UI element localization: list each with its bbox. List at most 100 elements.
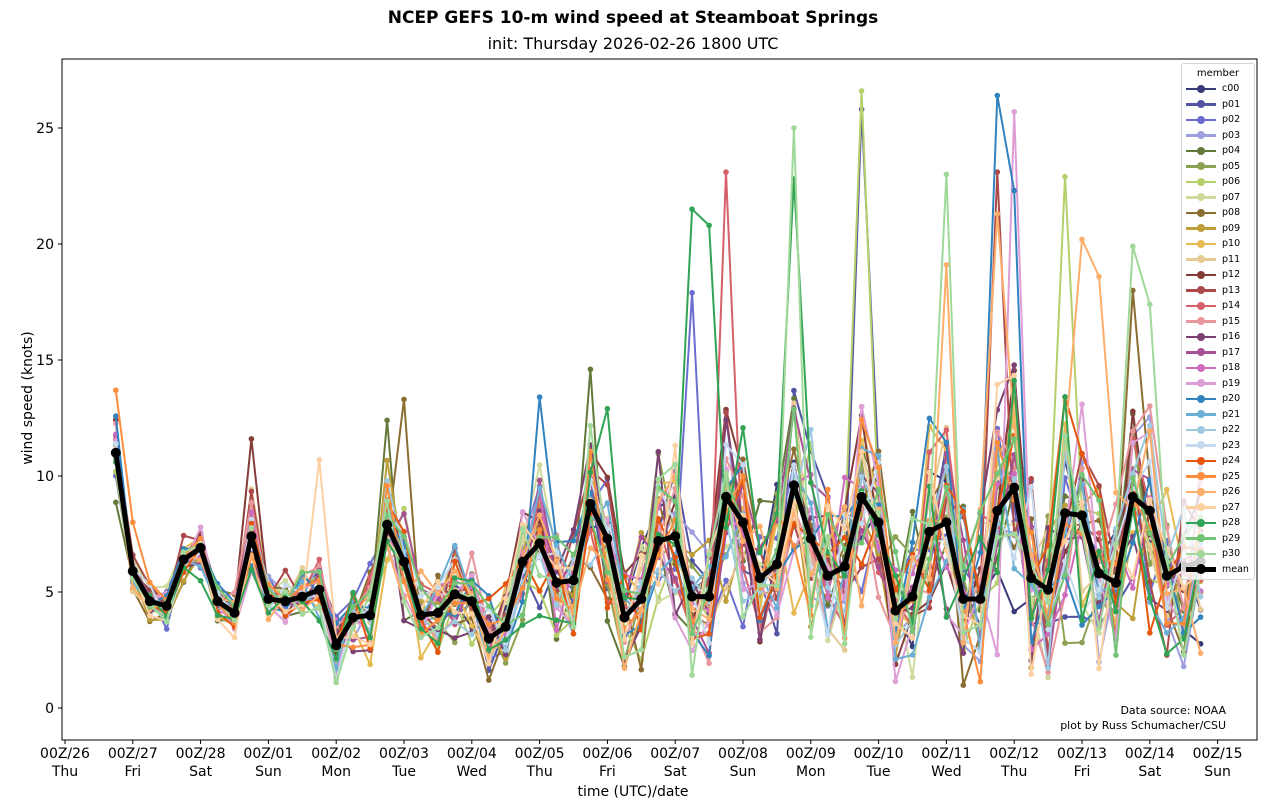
member-point (248, 499, 255, 506)
member-point (841, 526, 848, 532)
member-point (672, 498, 678, 505)
legend-item-p21: p21 (1182, 407, 1254, 423)
legend-label: p10 (1222, 238, 1241, 250)
legend-swatch (1186, 191, 1216, 203)
member-point (723, 577, 729, 584)
member-point (265, 610, 272, 616)
member-point (418, 584, 424, 591)
member-point (994, 429, 1001, 435)
member-point (841, 573, 848, 579)
member-point (130, 519, 136, 526)
legend-swatch (1186, 145, 1216, 157)
legend-label: p21 (1222, 408, 1241, 420)
member-point (401, 598, 407, 605)
member-point (994, 534, 1001, 540)
member-point (401, 533, 407, 540)
member-point (282, 612, 289, 619)
member-point (1130, 615, 1136, 622)
member-point (858, 603, 865, 609)
mean-point (975, 594, 986, 604)
member-point (299, 578, 306, 585)
member-point (943, 614, 950, 620)
member-point (333, 679, 340, 686)
member-point (960, 682, 967, 688)
x-tick-label: 00Z/04 (447, 746, 497, 762)
member-point (316, 618, 323, 624)
member-point (943, 171, 950, 178)
member-point (350, 603, 356, 610)
member-point (299, 569, 306, 576)
legend-title: member (1196, 68, 1240, 79)
member-point (197, 535, 204, 542)
member-point (452, 558, 458, 564)
member-point (333, 656, 340, 662)
member-point (791, 400, 797, 406)
mean-point (246, 531, 257, 542)
member-point (502, 660, 509, 666)
member-point (452, 618, 458, 625)
member-point (638, 607, 645, 614)
member-point (892, 656, 899, 662)
member-point (638, 534, 645, 541)
member-point (197, 524, 204, 530)
y-axis-ticks: 0 5 10 15 20 25 (36, 121, 62, 717)
member-point (469, 550, 475, 556)
legend-label: p18 (1222, 362, 1241, 374)
annotation-source: Data source: NOAA (1120, 704, 1226, 717)
member-point (740, 462, 746, 468)
member-point (113, 387, 119, 394)
legend: member c00 p01 p02 p03 p04 p05 p06 p07 p08 p09 p10… (1181, 63, 1255, 580)
member-point (1180, 652, 1187, 658)
member-point (892, 678, 899, 685)
mean-point (297, 591, 308, 602)
y-tick-label: 15 (36, 353, 54, 369)
legend-item-p26: p26 (1182, 484, 1254, 500)
member-point (248, 525, 255, 531)
member-point (825, 503, 831, 509)
member-point (418, 593, 424, 600)
member-point (282, 608, 289, 615)
member-point (502, 647, 509, 653)
mean-point (365, 610, 376, 621)
member-point (858, 527, 865, 534)
member-point (1180, 621, 1187, 627)
member-point (875, 509, 882, 516)
legend-item-p27: p27 (1182, 500, 1254, 516)
member-point (452, 635, 458, 641)
member-point (791, 406, 797, 412)
member-point (621, 654, 628, 660)
legend-item-p10: p10 (1182, 236, 1254, 252)
member-point (638, 666, 645, 673)
member-point (774, 605, 780, 611)
member-point (706, 551, 712, 558)
member-point (469, 572, 475, 578)
legend-item-p13: p13 (1182, 283, 1254, 299)
legend-item-p16: p16 (1182, 329, 1254, 345)
legend-swatch (1186, 470, 1216, 482)
mean-point (110, 447, 121, 458)
mean-point (1161, 570, 1172, 581)
mean-point (195, 542, 206, 553)
member-point (536, 508, 543, 514)
mean-point (687, 591, 698, 602)
legend-item-p20: p20 (1182, 391, 1254, 407)
x-tick-label: 00Z/27 (108, 746, 158, 762)
member-point (197, 578, 204, 584)
member-point (367, 661, 373, 668)
member-point (740, 623, 746, 630)
legend-label: p04 (1222, 145, 1241, 157)
legend-swatch (1186, 315, 1216, 327)
legend-label: p20 (1222, 393, 1241, 405)
member-point (994, 470, 1001, 477)
member-point (689, 529, 695, 535)
member-point (808, 500, 814, 506)
member-point (248, 516, 255, 523)
member-point (841, 474, 848, 481)
x-tick-day-label: Fri (124, 764, 141, 780)
member-point (1011, 109, 1017, 115)
member-point (384, 417, 390, 424)
member-point (943, 427, 950, 433)
member-point (1079, 471, 1085, 478)
legend-label: p23 (1222, 439, 1241, 451)
